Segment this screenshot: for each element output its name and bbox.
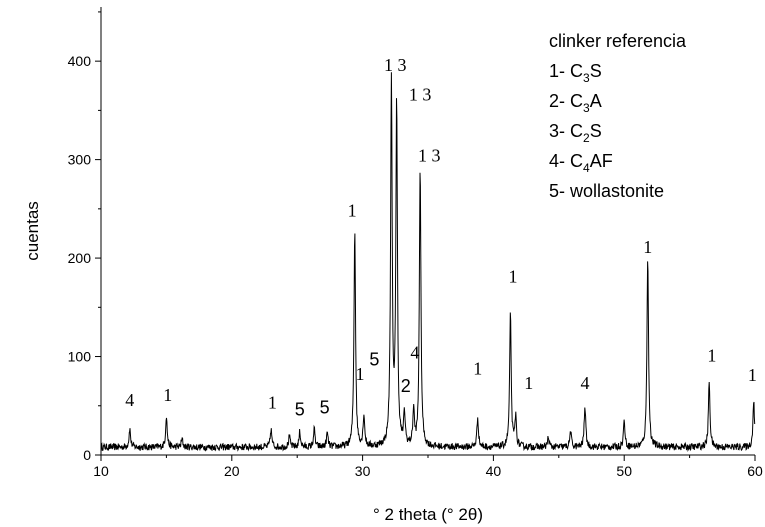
plot-area bbox=[100, 72, 756, 453]
x-axis-title: ° 2 theta (° 2θ) bbox=[373, 505, 483, 524]
y-tick-label: 400 bbox=[68, 53, 92, 69]
peak-label: 1 bbox=[748, 365, 757, 385]
legend-item: 4- C4AF bbox=[549, 151, 613, 175]
y-axis-title: cuentas bbox=[23, 201, 42, 261]
peak-label: 1 bbox=[348, 201, 357, 221]
peak-label: 1 bbox=[355, 364, 364, 384]
legend-item: 2- C3A bbox=[549, 91, 602, 115]
peak-label: 1 bbox=[473, 358, 482, 378]
x-tick-label: 20 bbox=[224, 463, 240, 479]
peak-label: 1 3 bbox=[409, 85, 432, 105]
peak-label: 1 bbox=[509, 267, 518, 287]
peak-label: 1 bbox=[707, 345, 716, 365]
x-tick-label: 10 bbox=[93, 463, 109, 479]
x-tick-label: 60 bbox=[747, 463, 763, 479]
legend-title: clinker referencia bbox=[549, 31, 687, 51]
axes: 10 20 30 40 50 60 0 100 200 300 400 bbox=[68, 7, 763, 479]
y-tick-label: 200 bbox=[68, 250, 92, 266]
x-tick-label: 30 bbox=[355, 463, 371, 479]
legend-item: 1- C3S bbox=[549, 61, 602, 85]
peak-label: 1 3 bbox=[418, 146, 441, 166]
peak-label: 5 bbox=[320, 398, 330, 418]
peak-label: 4 bbox=[125, 390, 134, 410]
y-tick-label: 0 bbox=[83, 447, 91, 463]
legend-item: 3- C2S bbox=[549, 121, 602, 145]
peak-label: 4 bbox=[580, 373, 589, 393]
peak-label: 1 bbox=[163, 385, 172, 405]
y-tick-label: 300 bbox=[68, 152, 92, 168]
legend-item: 5- wollastonite bbox=[549, 181, 664, 201]
peak-label: 5 bbox=[295, 400, 305, 420]
peak-label: 5 bbox=[369, 349, 379, 369]
y-tick-label: 100 bbox=[68, 349, 92, 365]
series-line-0 bbox=[100, 72, 756, 453]
peak-label: 4 bbox=[410, 343, 419, 363]
peak-label: 1 bbox=[524, 373, 533, 393]
x-tick-label: 40 bbox=[486, 463, 502, 479]
x-tick-label: 50 bbox=[616, 463, 632, 479]
peak-label: 1 bbox=[643, 237, 652, 257]
peak-label: 1 bbox=[268, 393, 277, 413]
peak-label: 2 bbox=[401, 376, 411, 396]
legend: clinker referencia 1- C3S 2- C3A 3- C2S 4- C… bbox=[549, 31, 687, 201]
peak-label: 1 3 bbox=[384, 55, 407, 75]
